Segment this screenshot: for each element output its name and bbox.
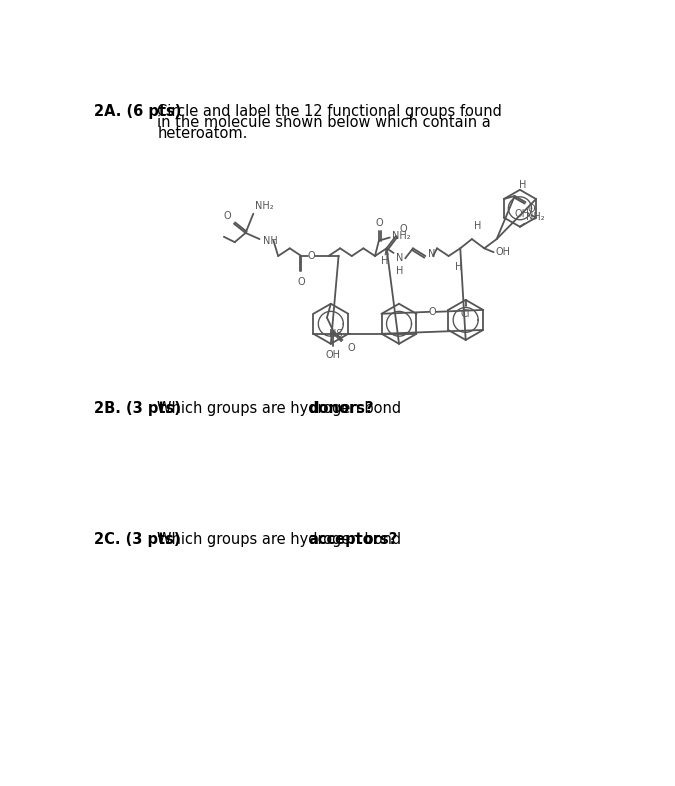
Text: H: H xyxy=(518,180,526,189)
Text: O: O xyxy=(375,218,383,227)
Text: NH₂: NH₂ xyxy=(392,231,410,241)
Text: acceptors?: acceptors? xyxy=(308,531,398,547)
Text: OH: OH xyxy=(495,247,510,257)
Text: OH: OH xyxy=(325,350,341,360)
Text: H: H xyxy=(475,222,481,231)
Text: in the molecule shown below which contain a: in the molecule shown below which contai… xyxy=(157,115,491,130)
Text: O: O xyxy=(400,224,408,233)
Text: H: H xyxy=(381,256,389,266)
Text: donors?: donors? xyxy=(308,401,374,416)
Text: O: O xyxy=(308,251,315,261)
Text: NH: NH xyxy=(263,236,277,245)
Text: Which groups are hydrogen bond: Which groups are hydrogen bond xyxy=(157,531,406,547)
Text: O: O xyxy=(224,211,232,222)
Text: NH₂: NH₂ xyxy=(255,200,273,211)
Text: H: H xyxy=(455,263,462,272)
Text: HS: HS xyxy=(329,329,342,339)
Text: Cl: Cl xyxy=(461,309,470,319)
Text: 2C. (3 pts): 2C. (3 pts) xyxy=(94,531,180,547)
Text: heteroatom.: heteroatom. xyxy=(157,126,248,141)
Text: 2A. (6 pts): 2A. (6 pts) xyxy=(94,105,181,119)
Text: OH: OH xyxy=(515,208,530,219)
Text: O: O xyxy=(528,204,535,214)
Text: NH₂: NH₂ xyxy=(526,212,545,222)
Text: O: O xyxy=(298,277,305,287)
Text: H: H xyxy=(396,266,404,276)
Text: Which groups are hydrogen bond: Which groups are hydrogen bond xyxy=(157,401,406,416)
Text: 2B. (3 pts): 2B. (3 pts) xyxy=(94,401,180,416)
Text: O: O xyxy=(347,343,355,353)
Text: N: N xyxy=(396,253,404,263)
Text: O: O xyxy=(429,307,436,317)
Text: Circle and label the 12 functional groups found: Circle and label the 12 functional group… xyxy=(157,105,502,119)
Text: N: N xyxy=(429,248,436,259)
